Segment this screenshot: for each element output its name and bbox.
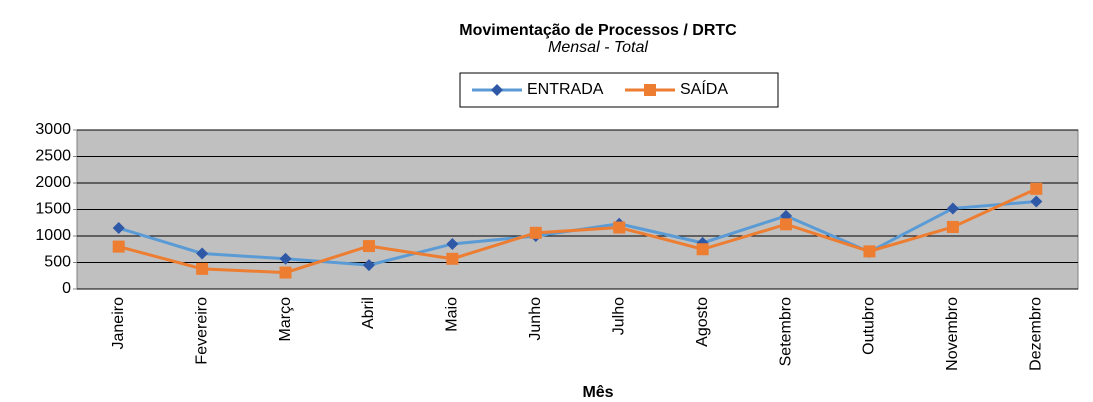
data-point	[780, 218, 793, 231]
x-axis-label: Mês	[582, 384, 613, 401]
data-point	[1030, 195, 1043, 208]
y-tick-label: 0	[62, 280, 71, 297]
data-point	[1030, 182, 1043, 195]
legend-marker	[491, 84, 503, 96]
data-point	[446, 237, 459, 250]
x-tick-label: Novembro	[944, 297, 961, 371]
y-tick-label: 2000	[35, 174, 71, 191]
x-tick-label: Julho	[610, 297, 627, 335]
y-tick-label: 1000	[35, 227, 71, 244]
x-tick-label: Maio	[444, 297, 461, 332]
chart-subtitle: Mensal - Total	[548, 39, 648, 56]
data-point	[362, 240, 375, 253]
data-point	[529, 226, 542, 239]
data-point	[196, 262, 209, 275]
data-point	[112, 222, 125, 235]
x-tick-label: Setembro	[777, 297, 794, 366]
x-tick-label: Abril	[360, 297, 377, 329]
data-point	[362, 259, 375, 272]
data-point	[196, 247, 209, 260]
data-point	[946, 202, 959, 215]
x-tick-label: Dezembro	[1028, 297, 1045, 371]
legend-label: SAÍDA	[680, 79, 728, 98]
x-tick-label: Março	[277, 297, 294, 342]
x-tick-label: Outubro	[861, 297, 878, 355]
y-tick-label: 1500	[35, 201, 71, 218]
data-point	[946, 220, 959, 233]
x-tick-label: Junho	[527, 297, 544, 341]
data-point	[112, 240, 125, 253]
y-tick-label: 3000	[35, 121, 71, 138]
data-point	[279, 252, 292, 265]
legend-label: ENTRADA	[527, 81, 604, 98]
data-point	[863, 245, 876, 258]
data-point	[279, 266, 292, 279]
legend-marker	[644, 84, 656, 96]
data-point	[446, 252, 459, 265]
data-point	[613, 221, 626, 234]
x-tick-label: Agosto	[694, 297, 711, 347]
series-line	[118, 187, 1037, 275]
x-tick-label: Janeiro	[110, 297, 127, 350]
y-tick-label: 2500	[35, 148, 71, 165]
x-tick-label: Fevereiro	[193, 297, 210, 365]
data-point	[696, 243, 709, 256]
chart-title: Movimentação de Processos / DRTC	[459, 22, 737, 39]
y-tick-label: 500	[44, 254, 71, 271]
